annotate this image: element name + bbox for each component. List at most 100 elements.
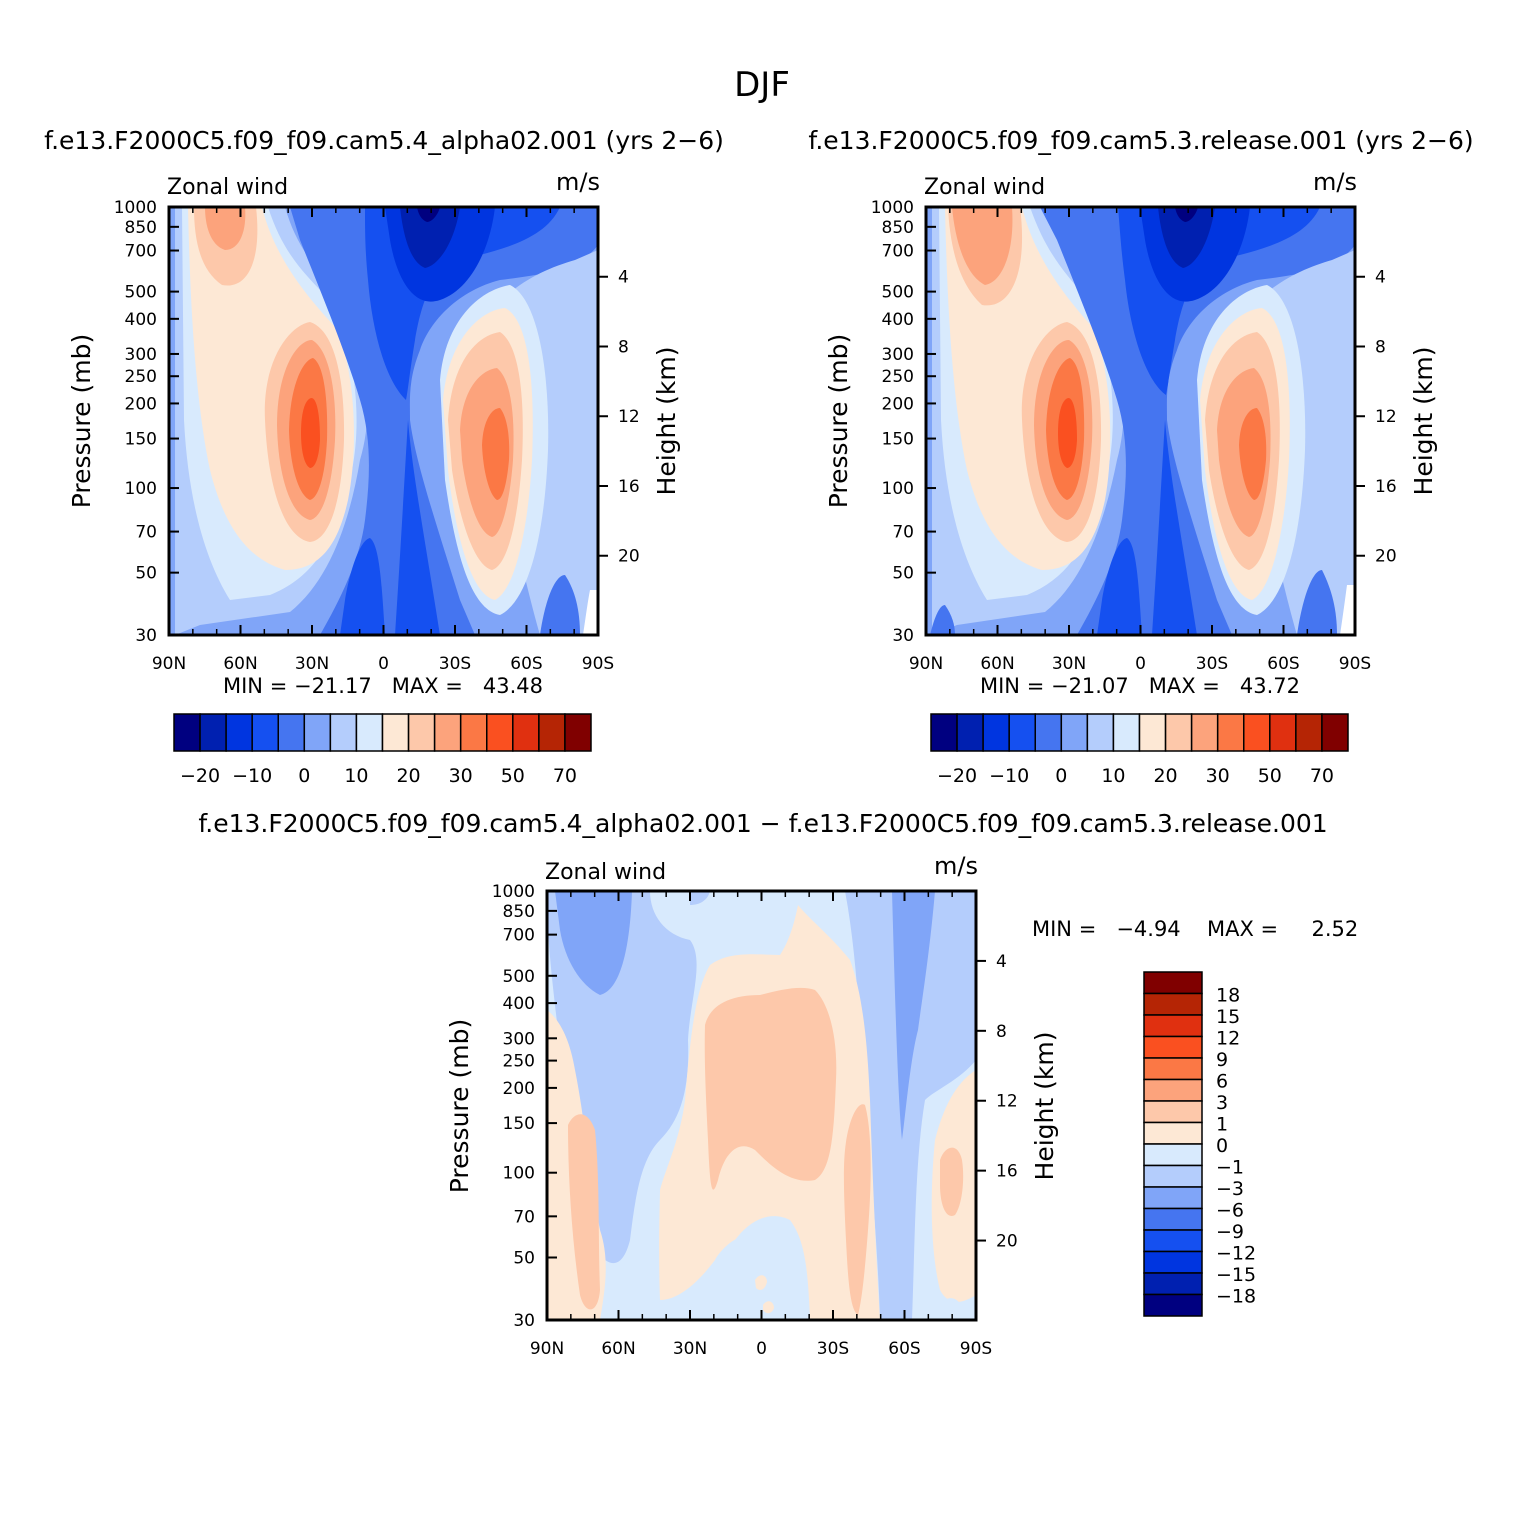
colorbar-label: −9	[1216, 1221, 1244, 1243]
contour-fill	[1158, 207, 1215, 268]
y-tick-label: 250	[882, 367, 914, 387]
y-tick-label: 70	[892, 523, 914, 543]
panel-b-stats: MIN = −21.07 MAX = 43.72	[980, 674, 1300, 698]
colorbar-label: 70	[553, 765, 577, 787]
x-tick-label: 30N	[673, 1339, 707, 1359]
contour-fill	[890, 1250, 905, 1320]
colorbar-swatch	[1086, 713, 1115, 752]
y-tick-label: 50	[135, 564, 157, 584]
y-tick-label: 500	[503, 967, 535, 987]
y2-tick-label: 12	[996, 1092, 1018, 1112]
contour-fill	[1340, 585, 1355, 635]
colorbar-label: 3	[1216, 1092, 1228, 1114]
contour-fill	[301, 398, 320, 468]
colorbar-swatch	[1138, 713, 1167, 752]
y-tick-label: 50	[892, 564, 914, 584]
contour-fill	[417, 207, 440, 222]
contour-fill	[290, 207, 598, 635]
contour-fill	[1175, 207, 1198, 222]
x-tick-label: 30S	[1196, 654, 1228, 674]
x-tick-label: 30N	[295, 654, 329, 674]
panel-b: f.e13.F2000C5.f09_f09.cam5.3.release.001…	[808, 126, 1473, 787]
contour-fill	[843, 1104, 871, 1315]
colorbar-label: 20	[396, 765, 420, 787]
y-tick-label: 50	[513, 1249, 535, 1269]
colorbar-swatch	[1143, 1014, 1203, 1038]
colorbar-swatch	[225, 713, 253, 752]
x-tick-label: 90S	[1339, 654, 1371, 674]
colorbar-label: 0	[298, 765, 310, 787]
contour-fill	[755, 1275, 767, 1290]
y-tick-label: 850	[882, 218, 914, 238]
colorbar-label: 0	[1216, 1135, 1228, 1157]
contour-fill	[568, 1114, 600, 1310]
x-tick-label: 30S	[439, 654, 471, 674]
colorbar-label: −20	[937, 765, 977, 787]
y-tick-label: 700	[125, 242, 157, 262]
y-tick-label: 1000	[492, 882, 535, 902]
colorbar-swatch	[1143, 1100, 1203, 1124]
y-tick-label: 30	[892, 626, 914, 646]
contour-fill	[1040, 207, 1355, 635]
colorbar-label: 50	[1258, 765, 1282, 787]
colorbar-swatch	[1164, 713, 1193, 752]
panel-diff-stats-min: MIN = −4.94	[1032, 917, 1181, 941]
y-tick-label: 700	[503, 926, 535, 946]
y-tick-label: 200	[503, 1079, 535, 1099]
colorbar-swatch	[1143, 1143, 1203, 1167]
colorbar-swatch	[956, 713, 984, 752]
panel-b-colorbar: −20 −10 0 10 20 30 50 70	[930, 713, 1349, 787]
x-tick-label: 90N	[530, 1339, 564, 1359]
colorbar-label: 0	[1055, 765, 1067, 787]
colorbar-swatch	[538, 713, 566, 752]
y-tick-label: 150	[125, 430, 157, 450]
y-tick-label: 500	[125, 283, 157, 303]
contour-fill	[1097, 538, 1142, 635]
panel-diff-axes: 90N 60N 30N 0 30S 60S 90S 30 50 70 100 150 200 250 300…	[492, 882, 1018, 1359]
colorbar-swatch	[381, 713, 410, 752]
colorbar-swatch	[564, 713, 592, 752]
y2-tick-label: 8	[1375, 337, 1386, 357]
colorbar-swatch	[1143, 1207, 1203, 1231]
colorbar-label: 20	[1153, 765, 1177, 787]
y-tick-label: 850	[503, 902, 535, 922]
colorbar-label: 9	[1216, 1049, 1228, 1071]
y-tick-label: 100	[503, 1164, 535, 1184]
colorbar-label: −18	[1216, 1286, 1256, 1308]
y2-tick-label: 12	[1375, 407, 1397, 427]
panel-b-axes: 90N 60N 30N 0 30S 60S 90S 30 50 70 100 150 200 250300…	[871, 198, 1397, 674]
panel-diff-contours	[547, 891, 976, 1320]
y-tick-label: 250	[125, 367, 157, 387]
panel-a-colorbar: −20 −10 0 10 20 30 50 70	[173, 713, 592, 787]
x-tick-label: 90N	[152, 654, 186, 674]
panel-a-ylabel: Pressure (mb)	[67, 334, 96, 508]
contour-fill	[1297, 570, 1337, 635]
y-tick-label: 400	[125, 310, 157, 330]
panel-b-contours	[926, 207, 1355, 635]
y-tick-label: 150	[882, 430, 914, 450]
colorbar-swatch	[1143, 992, 1203, 1016]
colorbar-swatch	[1190, 713, 1219, 752]
y-tick-label: 300	[125, 345, 157, 365]
colorbar-label: 6	[1216, 1071, 1228, 1093]
colorbar-label: −6	[1216, 1200, 1244, 1222]
colorbar-swatch	[1034, 713, 1063, 752]
y2-tick-label: 8	[618, 337, 629, 357]
x-tick-label: 30N	[1052, 654, 1086, 674]
panel-a-right-label: m/s	[556, 168, 600, 196]
colorbar-swatch	[486, 713, 514, 752]
panel-b-left-label: Zonal wind	[924, 175, 1045, 200]
panel-diff-right-label: m/s	[934, 852, 978, 880]
y2-tick-label: 20	[1375, 547, 1397, 567]
colorbar-label: 70	[1310, 765, 1334, 787]
x-tick-label: 0	[1135, 654, 1146, 674]
contour-fill	[704, 987, 837, 1190]
colorbar-label: −3	[1216, 1178, 1244, 1200]
panel-b-ylabel: Pressure (mb)	[824, 334, 853, 508]
y-tick-label: 100	[882, 479, 914, 499]
x-tick-label: 60S	[1267, 654, 1299, 674]
y2-tick-label: 8	[996, 1022, 1007, 1042]
colorbar-swatch	[512, 713, 540, 752]
